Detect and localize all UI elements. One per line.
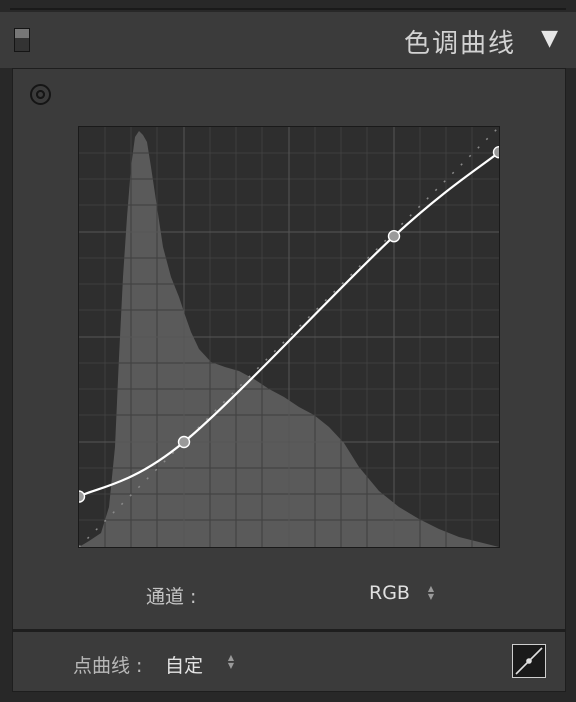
target-icon[interactable] <box>30 84 51 105</box>
point-curve-edit-icon[interactable] <box>512 644 546 678</box>
channel-label: 通道 : <box>146 586 197 608</box>
curve-control-point[interactable] <box>177 435 191 449</box>
point-curve-label: 点曲线 : <box>73 655 143 677</box>
point-curve-select[interactable]: 自定 <box>165 655 204 677</box>
curve-control-point[interactable] <box>387 229 401 243</box>
top-divider <box>10 8 566 10</box>
curve-control-point[interactable] <box>492 146 500 159</box>
footer-divider <box>12 630 566 632</box>
channel-select[interactable]: RGB <box>369 582 410 604</box>
panel-footer <box>12 632 566 692</box>
updown-arrows-icon[interactable]: ▲ ▼ <box>427 584 435 601</box>
panel-switch-icon[interactable] <box>14 28 30 52</box>
panel-title: 色调曲线 <box>403 29 516 59</box>
curve-control-point[interactable] <box>79 490 86 503</box>
tone-curve-svg[interactable] <box>79 127 499 547</box>
graph-quarter-lines <box>79 127 499 547</box>
updown-arrows-icon[interactable]: ▲ ▼ <box>227 653 235 670</box>
tone-curve-line <box>79 151 499 498</box>
tone-curve-graph[interactable] <box>78 126 500 548</box>
collapse-triangle-icon[interactable]: ▼ <box>541 26 558 51</box>
panel-header[interactable]: 色调曲线 ▼ <box>0 12 576 68</box>
